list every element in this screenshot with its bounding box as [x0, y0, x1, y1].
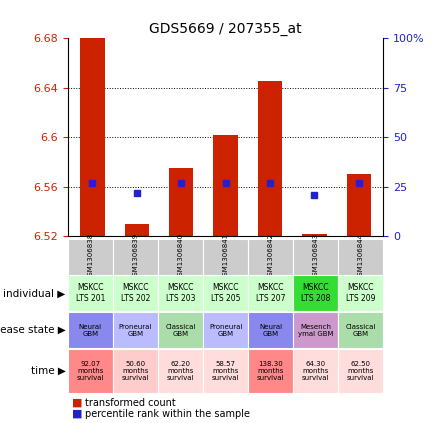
Bar	[203, 275, 248, 311]
Bar	[293, 312, 338, 348]
Bar	[68, 349, 113, 393]
Text: percentile rank within the sample: percentile rank within the sample	[85, 409, 251, 419]
Text: time ▶: time ▶	[31, 366, 66, 376]
Bar	[302, 234, 327, 236]
Text: GSM1306840: GSM1306840	[177, 233, 184, 280]
Text: 138.30
months
survival: 138.30 months survival	[257, 361, 284, 381]
Text: 64.30
months
survival: 64.30 months survival	[302, 361, 329, 381]
Text: MSKCC
LTS 208: MSKCC LTS 208	[301, 283, 330, 303]
Text: individual ▶: individual ▶	[4, 288, 66, 298]
Bar	[293, 239, 338, 275]
Text: disease state ▶: disease state ▶	[0, 325, 66, 335]
Text: Classical
GBM: Classical GBM	[165, 324, 196, 337]
Text: 62.50
months
survival: 62.50 months survival	[347, 361, 374, 381]
Text: MSKCC
LTS 203: MSKCC LTS 203	[166, 283, 195, 303]
Bar	[124, 224, 149, 236]
Bar	[113, 312, 158, 348]
Bar	[158, 239, 203, 275]
Bar	[338, 239, 383, 275]
Bar	[68, 312, 113, 348]
Text: 58.57
months
survival: 58.57 months survival	[212, 361, 239, 381]
Bar	[338, 312, 383, 348]
Text: MSKCC
LTS 205: MSKCC LTS 205	[211, 283, 240, 303]
Bar	[113, 275, 158, 311]
Text: Neural
GBM: Neural GBM	[79, 324, 102, 337]
Text: transformed count: transformed count	[85, 398, 176, 408]
Bar	[338, 349, 383, 393]
Text: 62.20
months
survival: 62.20 months survival	[167, 361, 194, 381]
Bar	[158, 349, 203, 393]
Bar	[338, 275, 383, 311]
Bar	[203, 312, 248, 348]
Text: 50.60
months
survival: 50.60 months survival	[122, 361, 149, 381]
Text: 92.07
months
survival: 92.07 months survival	[77, 361, 104, 381]
Title: GDS5669 / 207355_at: GDS5669 / 207355_at	[149, 22, 302, 36]
Text: GSM1306839: GSM1306839	[132, 233, 138, 280]
Text: ■: ■	[72, 398, 83, 408]
Bar	[248, 239, 293, 275]
Bar	[248, 349, 293, 393]
Bar	[169, 168, 193, 236]
Text: Proneural
GBM: Proneural GBM	[209, 324, 242, 337]
Bar	[68, 239, 113, 275]
Bar	[203, 239, 248, 275]
Text: MSKCC
LTS 209: MSKCC LTS 209	[346, 283, 375, 303]
Bar	[80, 38, 105, 236]
Bar	[293, 275, 338, 311]
Bar	[248, 275, 293, 311]
Bar	[293, 349, 338, 393]
Text: Classical
GBM: Classical GBM	[346, 324, 376, 337]
Text: GSM1306838: GSM1306838	[88, 233, 93, 280]
Bar	[213, 135, 238, 236]
Bar	[113, 239, 158, 275]
Text: GSM1306843: GSM1306843	[313, 233, 319, 280]
Text: ■: ■	[72, 409, 83, 419]
Text: Mesench
ymal GBM: Mesench ymal GBM	[298, 324, 333, 337]
Text: MSKCC
LTS 201: MSKCC LTS 201	[76, 283, 105, 303]
Text: Neural
GBM: Neural GBM	[259, 324, 282, 337]
Text: Proneural
GBM: Proneural GBM	[119, 324, 152, 337]
Text: MSKCC
LTS 207: MSKCC LTS 207	[256, 283, 286, 303]
Bar	[258, 82, 282, 236]
Bar	[113, 349, 158, 393]
Bar	[248, 312, 293, 348]
Bar	[203, 349, 248, 393]
Bar	[68, 275, 113, 311]
Text: MSKCC
LTS 202: MSKCC LTS 202	[121, 283, 150, 303]
Bar	[158, 312, 203, 348]
Bar	[346, 174, 371, 236]
Bar	[158, 275, 203, 311]
Text: GSM1306844: GSM1306844	[358, 233, 364, 280]
Text: GSM1306842: GSM1306842	[268, 233, 274, 280]
Text: GSM1306841: GSM1306841	[223, 233, 229, 280]
